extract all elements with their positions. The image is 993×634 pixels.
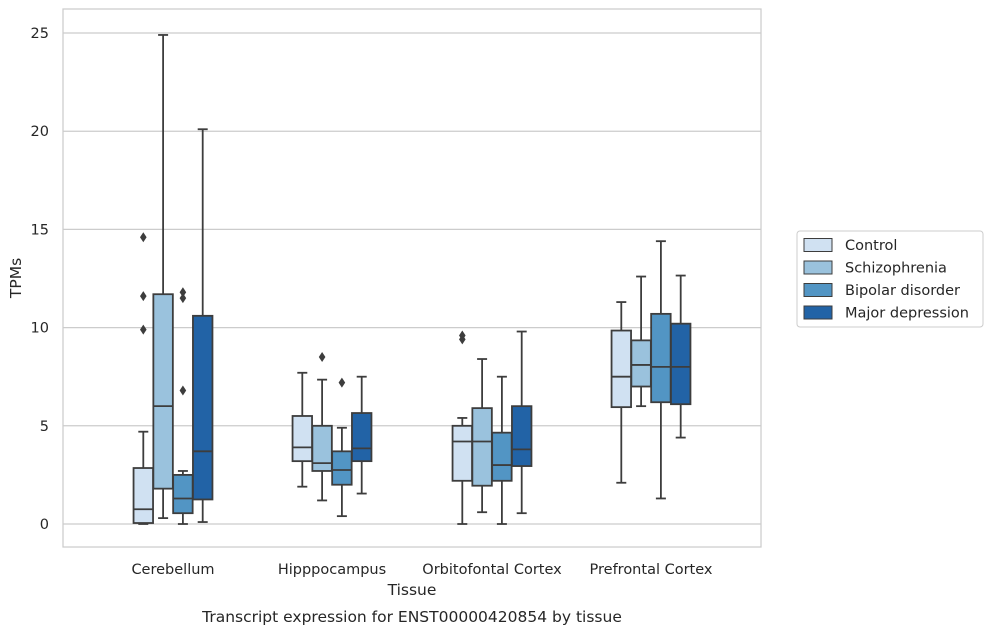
box-body <box>291 415 313 463</box>
box <box>351 375 373 495</box>
box <box>291 371 313 488</box>
box <box>311 352 333 502</box>
outlier-point <box>140 232 147 243</box>
outlier-point <box>459 330 466 341</box>
legend-label: Schizophrenia <box>845 261 947 277</box>
y-axis-label: TPMs <box>7 258 25 299</box>
box-body <box>192 314 214 501</box>
y-tick-label: 25 <box>31 26 49 42</box>
series-control <box>132 232 632 525</box>
legend-swatch <box>803 305 833 320</box>
box <box>471 358 493 514</box>
x-tick-label: Orbitofontal Cortex <box>422 562 562 578</box>
plot-area <box>62 8 762 548</box>
box-body <box>172 473 194 515</box>
y-axis-ticks: 0 5 10 15 20 25 <box>31 26 49 533</box>
box-body <box>511 405 533 467</box>
outlier-point <box>179 385 187 396</box>
y-tick-label: 10 <box>31 321 49 337</box>
box <box>192 128 214 523</box>
box-body <box>471 407 493 487</box>
box <box>172 287 194 525</box>
x-tick-label: Cerebellum <box>131 562 214 578</box>
outlier-point <box>179 293 187 304</box>
box-body <box>630 339 652 388</box>
legend-swatch <box>803 260 833 275</box>
box <box>331 377 353 518</box>
x-axis-label: Tissue <box>387 581 437 599</box>
y-tick-label: 20 <box>31 124 49 140</box>
legend-label: Control <box>845 238 897 254</box>
outlier-point <box>318 352 326 363</box>
outlier-point <box>338 377 346 388</box>
legend-label: Major depression <box>845 306 969 322</box>
box-body <box>451 424 473 482</box>
y-tick-label: 15 <box>31 222 49 238</box>
box-body <box>311 424 333 472</box>
x-tick-label: Prefrontal Cortex <box>590 562 713 578</box>
box <box>152 34 174 520</box>
legend-label: Bipolar disorder <box>845 283 960 299</box>
y-tick-label: 5 <box>40 419 49 435</box>
box-body <box>331 450 353 486</box>
series-bipolar-disorder <box>172 240 672 525</box>
chart-caption: Transcript expression for ENST0000042085… <box>201 608 622 626</box>
x-tick-label: Hipppocampus <box>278 562 386 578</box>
outlier-point <box>140 324 147 335</box>
box <box>630 275 652 408</box>
outlier-point <box>179 287 187 298</box>
box-body <box>351 412 373 463</box>
box-body <box>610 329 632 409</box>
x-axis-ticks: Cerebellum Hipppocampus Orbitofontal Corte… <box>131 562 712 578</box>
box-body <box>670 322 692 406</box>
y-tick-label: 0 <box>40 517 49 533</box>
box <box>132 232 154 525</box>
box-body <box>491 431 513 482</box>
series-schizophrenia <box>152 34 652 520</box>
box-body <box>132 467 154 524</box>
legend: Control Schizophrenia Bipolar disorder Majo… <box>796 230 984 328</box>
box-body <box>152 293 174 490</box>
box <box>511 330 533 515</box>
series-major-depression <box>192 128 692 523</box>
box-body <box>650 312 672 404</box>
box <box>610 301 632 484</box>
legend-swatch <box>803 283 833 297</box>
box <box>670 274 692 439</box>
box-series <box>132 34 692 525</box>
legend-frame <box>796 230 984 328</box>
legend-swatch <box>803 238 833 252</box>
outlier-point <box>140 291 147 302</box>
